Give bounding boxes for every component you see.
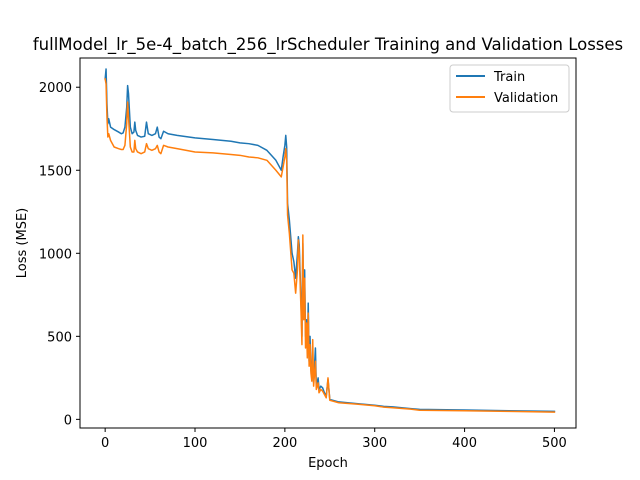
legend-label-train: Train <box>493 70 525 85</box>
legend: Train Validation <box>449 64 570 113</box>
x-tick-label: 0 <box>101 436 109 451</box>
x-tick-label: 400 <box>452 436 477 451</box>
y-tick-label: 1500 <box>39 164 72 179</box>
x-tick-label: 500 <box>542 436 567 451</box>
x-axis: 0 100 200 300 400 500 <box>101 428 567 451</box>
x-tick-label: 300 <box>362 436 387 451</box>
series-line-validation <box>104 78 556 413</box>
y-axis-title: Loss (MSE) <box>15 208 30 278</box>
x-tick-label: 100 <box>183 436 208 451</box>
plot-frame <box>79 57 577 429</box>
y-tick-label: 1000 <box>39 247 72 262</box>
series-line-train <box>104 68 556 413</box>
x-axis-title: Epoch <box>308 456 348 471</box>
chart-title: fullModel_lr_5e-4_batch_256_lrScheduler … <box>33 35 623 55</box>
x-tick-label: 200 <box>272 436 297 451</box>
y-tick-label: 0 <box>64 413 72 428</box>
y-axis: 0 500 1000 1500 2000 <box>39 81 80 428</box>
plot-lines <box>104 68 556 413</box>
legend-label-validation: Validation <box>494 91 558 106</box>
y-tick-label: 500 <box>47 330 72 345</box>
y-tick-label: 2000 <box>39 81 72 96</box>
